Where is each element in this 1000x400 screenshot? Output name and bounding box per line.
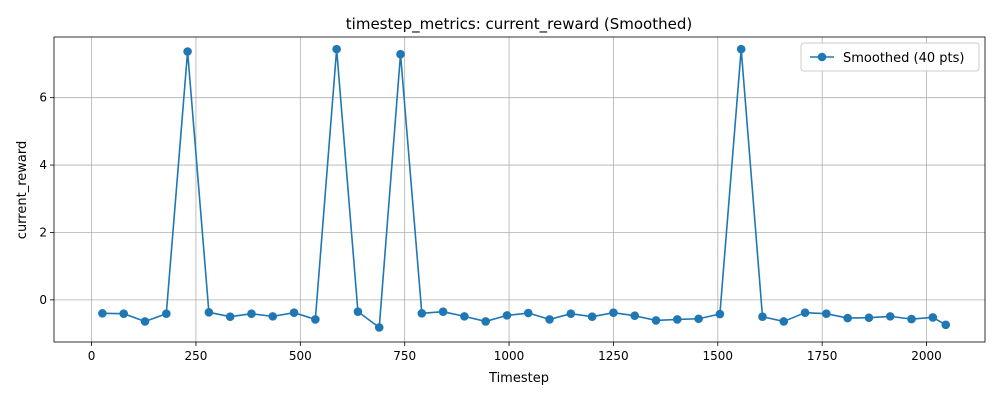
data-point: [651, 316, 661, 325]
x-tick-label: 1750: [807, 349, 838, 363]
data-point: [523, 308, 533, 318]
y-tick-label: 0: [39, 293, 47, 307]
grid: [54, 37, 985, 342]
x-tick-label: 1250: [598, 349, 629, 363]
axes: 0 250 500 750 1000 1250 1500 1750 2000 0 2 4 6: [39, 36, 986, 363]
legend-box: [800, 42, 980, 72]
data-point: [311, 315, 320, 324]
data-point: [630, 311, 640, 321]
data-point: [162, 309, 171, 318]
data-point: [673, 315, 682, 324]
data-point: [566, 309, 576, 318]
data-point: [800, 308, 810, 317]
x-axis-label: Timestep: [488, 371, 549, 386]
data-point: [715, 309, 725, 319]
data-point: [779, 317, 789, 326]
data-point: [843, 313, 852, 323]
data-point: [609, 308, 618, 317]
data-point: [481, 317, 490, 326]
y-tick-label: 4: [39, 158, 47, 172]
data-point: [941, 320, 951, 330]
x-tick-label: 250: [184, 349, 207, 363]
plot-frame: [53, 36, 986, 343]
data-point: [928, 313, 938, 322]
data-point: [247, 309, 256, 318]
data-point: [268, 312, 278, 321]
data-point: [225, 312, 235, 322]
data-point: [140, 317, 150, 326]
x-tick-label: 1000: [494, 349, 525, 363]
data-point: [822, 309, 831, 318]
legend-label: Smoothed (40 pts): [843, 51, 964, 66]
x-tick-label: 1500: [703, 349, 734, 363]
chart-title: timestep_metrics: current_reward (Smooth…: [346, 15, 692, 34]
data-point: [353, 307, 363, 316]
y-tick-label: 6: [39, 91, 47, 105]
data-point: [204, 308, 214, 317]
data-point: [396, 49, 405, 59]
legend-marker: [817, 52, 827, 62]
y-axis-label: current_reward: [15, 141, 30, 239]
data-point: [119, 309, 129, 318]
data-point: [545, 315, 554, 324]
data-point: [460, 312, 469, 321]
data-point: [587, 312, 597, 322]
x-tick-label: 750: [393, 349, 416, 363]
x-tick-label: 2000: [911, 349, 942, 363]
text-layer: timestep_metrics: current_reward (Smooth…: [15, 15, 692, 386]
data-point: [98, 309, 107, 318]
data-point: [183, 47, 192, 56]
y-tick-label: 2: [39, 225, 47, 239]
data-point: [758, 312, 767, 322]
x-tick-label: 0: [88, 349, 96, 363]
series-layer: [98, 44, 951, 332]
data-point: [502, 311, 512, 320]
legend: Smoothed (40 pts): [800, 42, 980, 72]
data-point: [736, 44, 746, 54]
data-point: [864, 313, 874, 323]
data-point: [907, 314, 916, 324]
data-point: [289, 308, 299, 317]
data-point: [332, 44, 341, 54]
data-point: [885, 312, 895, 321]
data-point: [417, 309, 427, 318]
data-point: [374, 323, 384, 332]
data-point: [694, 314, 703, 324]
x-tick-label: 500: [289, 349, 312, 363]
data-point: [438, 307, 448, 316]
